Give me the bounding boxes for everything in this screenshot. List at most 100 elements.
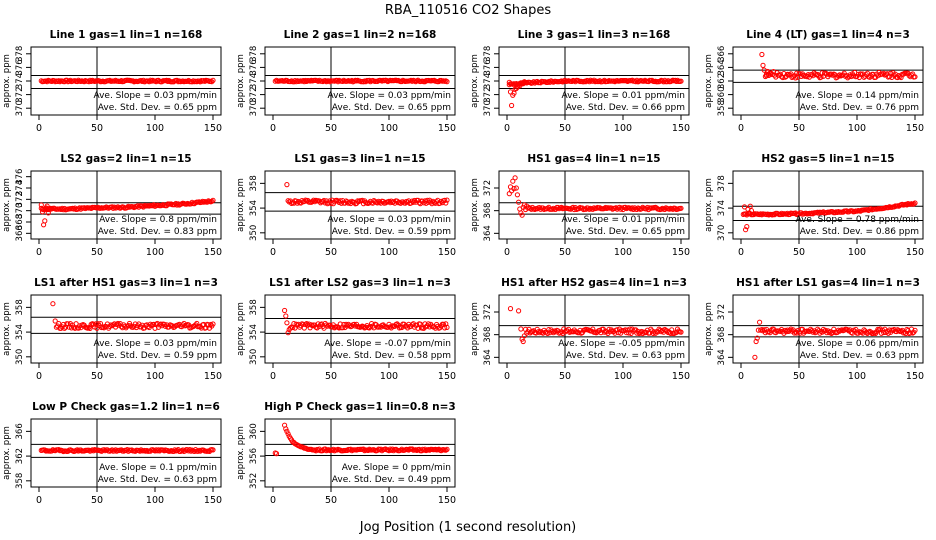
- data-point: [442, 197, 448, 203]
- plot-frame: [264, 170, 456, 240]
- std-dev-annotation: Ave. Std. Dev. = 0.49 ppm: [332, 475, 451, 485]
- data-point: [48, 205, 54, 211]
- x-tick-label: 0: [738, 371, 744, 382]
- y-tick-label: 366: [717, 46, 727, 62]
- y-tick-label: 358: [249, 299, 259, 315]
- data-point: [285, 198, 291, 204]
- data-point: [766, 71, 772, 77]
- y-tick-label: 368: [717, 327, 727, 343]
- data-point: [284, 320, 290, 326]
- data-point: [787, 327, 793, 333]
- plot-frame: [498, 294, 690, 364]
- panel-title: Line 3 gas=1 lin=3 n=168: [518, 29, 671, 41]
- x-tick-label: 100: [146, 247, 164, 258]
- y-tick-label: 370: [15, 100, 25, 116]
- data-point: [562, 77, 568, 83]
- data-point: [408, 77, 414, 83]
- data-point: [805, 72, 811, 78]
- data-point: [444, 446, 450, 452]
- data-point: [282, 307, 288, 314]
- plot-frame: [30, 294, 222, 364]
- data-point: [586, 206, 593, 212]
- data-point: [172, 447, 178, 453]
- data-point: [678, 205, 684, 211]
- data-point: [555, 204, 561, 211]
- data-point: [614, 327, 620, 333]
- x-tick-label: 50: [793, 247, 805, 258]
- panel-title: Line 1 gas=1 lin=1 n=168: [50, 29, 203, 41]
- panel: LS1 gas=3 lin=1 n=15 0 50 100 150 350 354 358ap…: [236, 153, 456, 258]
- slope-annotation: Ave. Slope = 0 ppm/min: [342, 463, 451, 473]
- slope-annotation: Ave. Slope = 0.03 ppm/min: [93, 91, 217, 101]
- y-axis-label: approx. ppm: [236, 178, 246, 232]
- data-points: [506, 77, 684, 109]
- x-tick-label: 100: [848, 247, 866, 258]
- x-tick-label: 50: [793, 123, 805, 134]
- y-axis-label: approx. ppm: [2, 178, 12, 232]
- y-tick-label: 378: [15, 46, 25, 62]
- data-point: [444, 79, 450, 85]
- y-tick-label: 370: [483, 100, 493, 116]
- y-axis-label: approx. ppm: [470, 178, 480, 232]
- data-point: [831, 326, 837, 332]
- std-dev-annotation: Ave. Std. Dev. = 0.65 ppm: [98, 103, 217, 113]
- panel: High P Check gas=1 lin=0.8 n=3 0 50 100 150 3…: [236, 401, 456, 506]
- data-point: [394, 321, 400, 327]
- data-point: [315, 447, 321, 453]
- panel-title: HS1 after HS2 gas=4 lin=1 n=3: [501, 277, 687, 289]
- data-points: [50, 301, 216, 331]
- data-point: [189, 79, 195, 85]
- data-point: [868, 206, 874, 212]
- y-tick-label: 350: [249, 349, 259, 365]
- x-tick-label: 150: [672, 371, 690, 382]
- x-tick-label: 150: [906, 371, 924, 382]
- data-point: [338, 200, 344, 206]
- y-tick-label: 360: [249, 423, 259, 439]
- data-point: [87, 77, 93, 83]
- y-tick-label: 376: [483, 59, 493, 75]
- data-point: [516, 199, 522, 205]
- y-tick-label: 352: [249, 473, 259, 489]
- data-point: [283, 313, 289, 319]
- std-dev-annotation: Ave. Std. Dev. = 0.83 ppm: [98, 227, 217, 237]
- figure-title: RBA_110516 CO2 Shapes: [385, 3, 552, 18]
- data-point: [658, 329, 664, 335]
- data-point: [64, 77, 70, 83]
- data-point: [56, 321, 62, 327]
- data-point: [121, 204, 127, 210]
- data-point: [101, 447, 107, 453]
- data-point: [315, 78, 321, 84]
- y-tick-label: 356: [249, 448, 259, 464]
- data-points: [38, 77, 216, 85]
- data-point: [765, 68, 771, 75]
- data-point: [107, 77, 113, 83]
- data-points: [507, 306, 684, 345]
- data-point: [598, 330, 604, 336]
- data-point: [369, 321, 375, 327]
- y-tick-label: 372: [15, 86, 25, 102]
- data-point: [748, 208, 755, 214]
- data-point: [651, 329, 657, 335]
- x-tick-label: 100: [614, 247, 632, 258]
- figure-x-axis-label: Jog Position (1 second resolution): [359, 520, 577, 535]
- panel: HS2 gas=5 lin=1 n=15 0 50 100 150 370 374 378ap…: [704, 153, 924, 258]
- data-point: [50, 301, 56, 307]
- data-point: [38, 202, 44, 208]
- y-tick-label: 354: [15, 324, 25, 340]
- data-point: [514, 192, 521, 198]
- slope-annotation: Ave. Slope = 0.1 ppm/min: [99, 463, 217, 473]
- x-tick-label: 50: [91, 495, 103, 506]
- y-tick-label: 358: [249, 175, 259, 191]
- x-tick-label: 50: [559, 247, 571, 258]
- std-dev-annotation: Ave. Std. Dev. = 0.59 ppm: [332, 227, 451, 237]
- x-tick-label: 100: [146, 495, 164, 506]
- panel-title: Line 4 (LT) gas=1 lin=4 n=3: [746, 29, 910, 41]
- data-point: [509, 102, 515, 109]
- panel-title: LS1 gas=3 lin=1 n=15: [294, 153, 425, 165]
- data-point: [612, 330, 618, 336]
- data-point: [824, 71, 830, 77]
- y-tick-label: 364: [717, 349, 727, 365]
- std-dev-annotation: Ave. Std. Dev. = 0.76 ppm: [800, 103, 919, 113]
- data-point: [557, 330, 564, 336]
